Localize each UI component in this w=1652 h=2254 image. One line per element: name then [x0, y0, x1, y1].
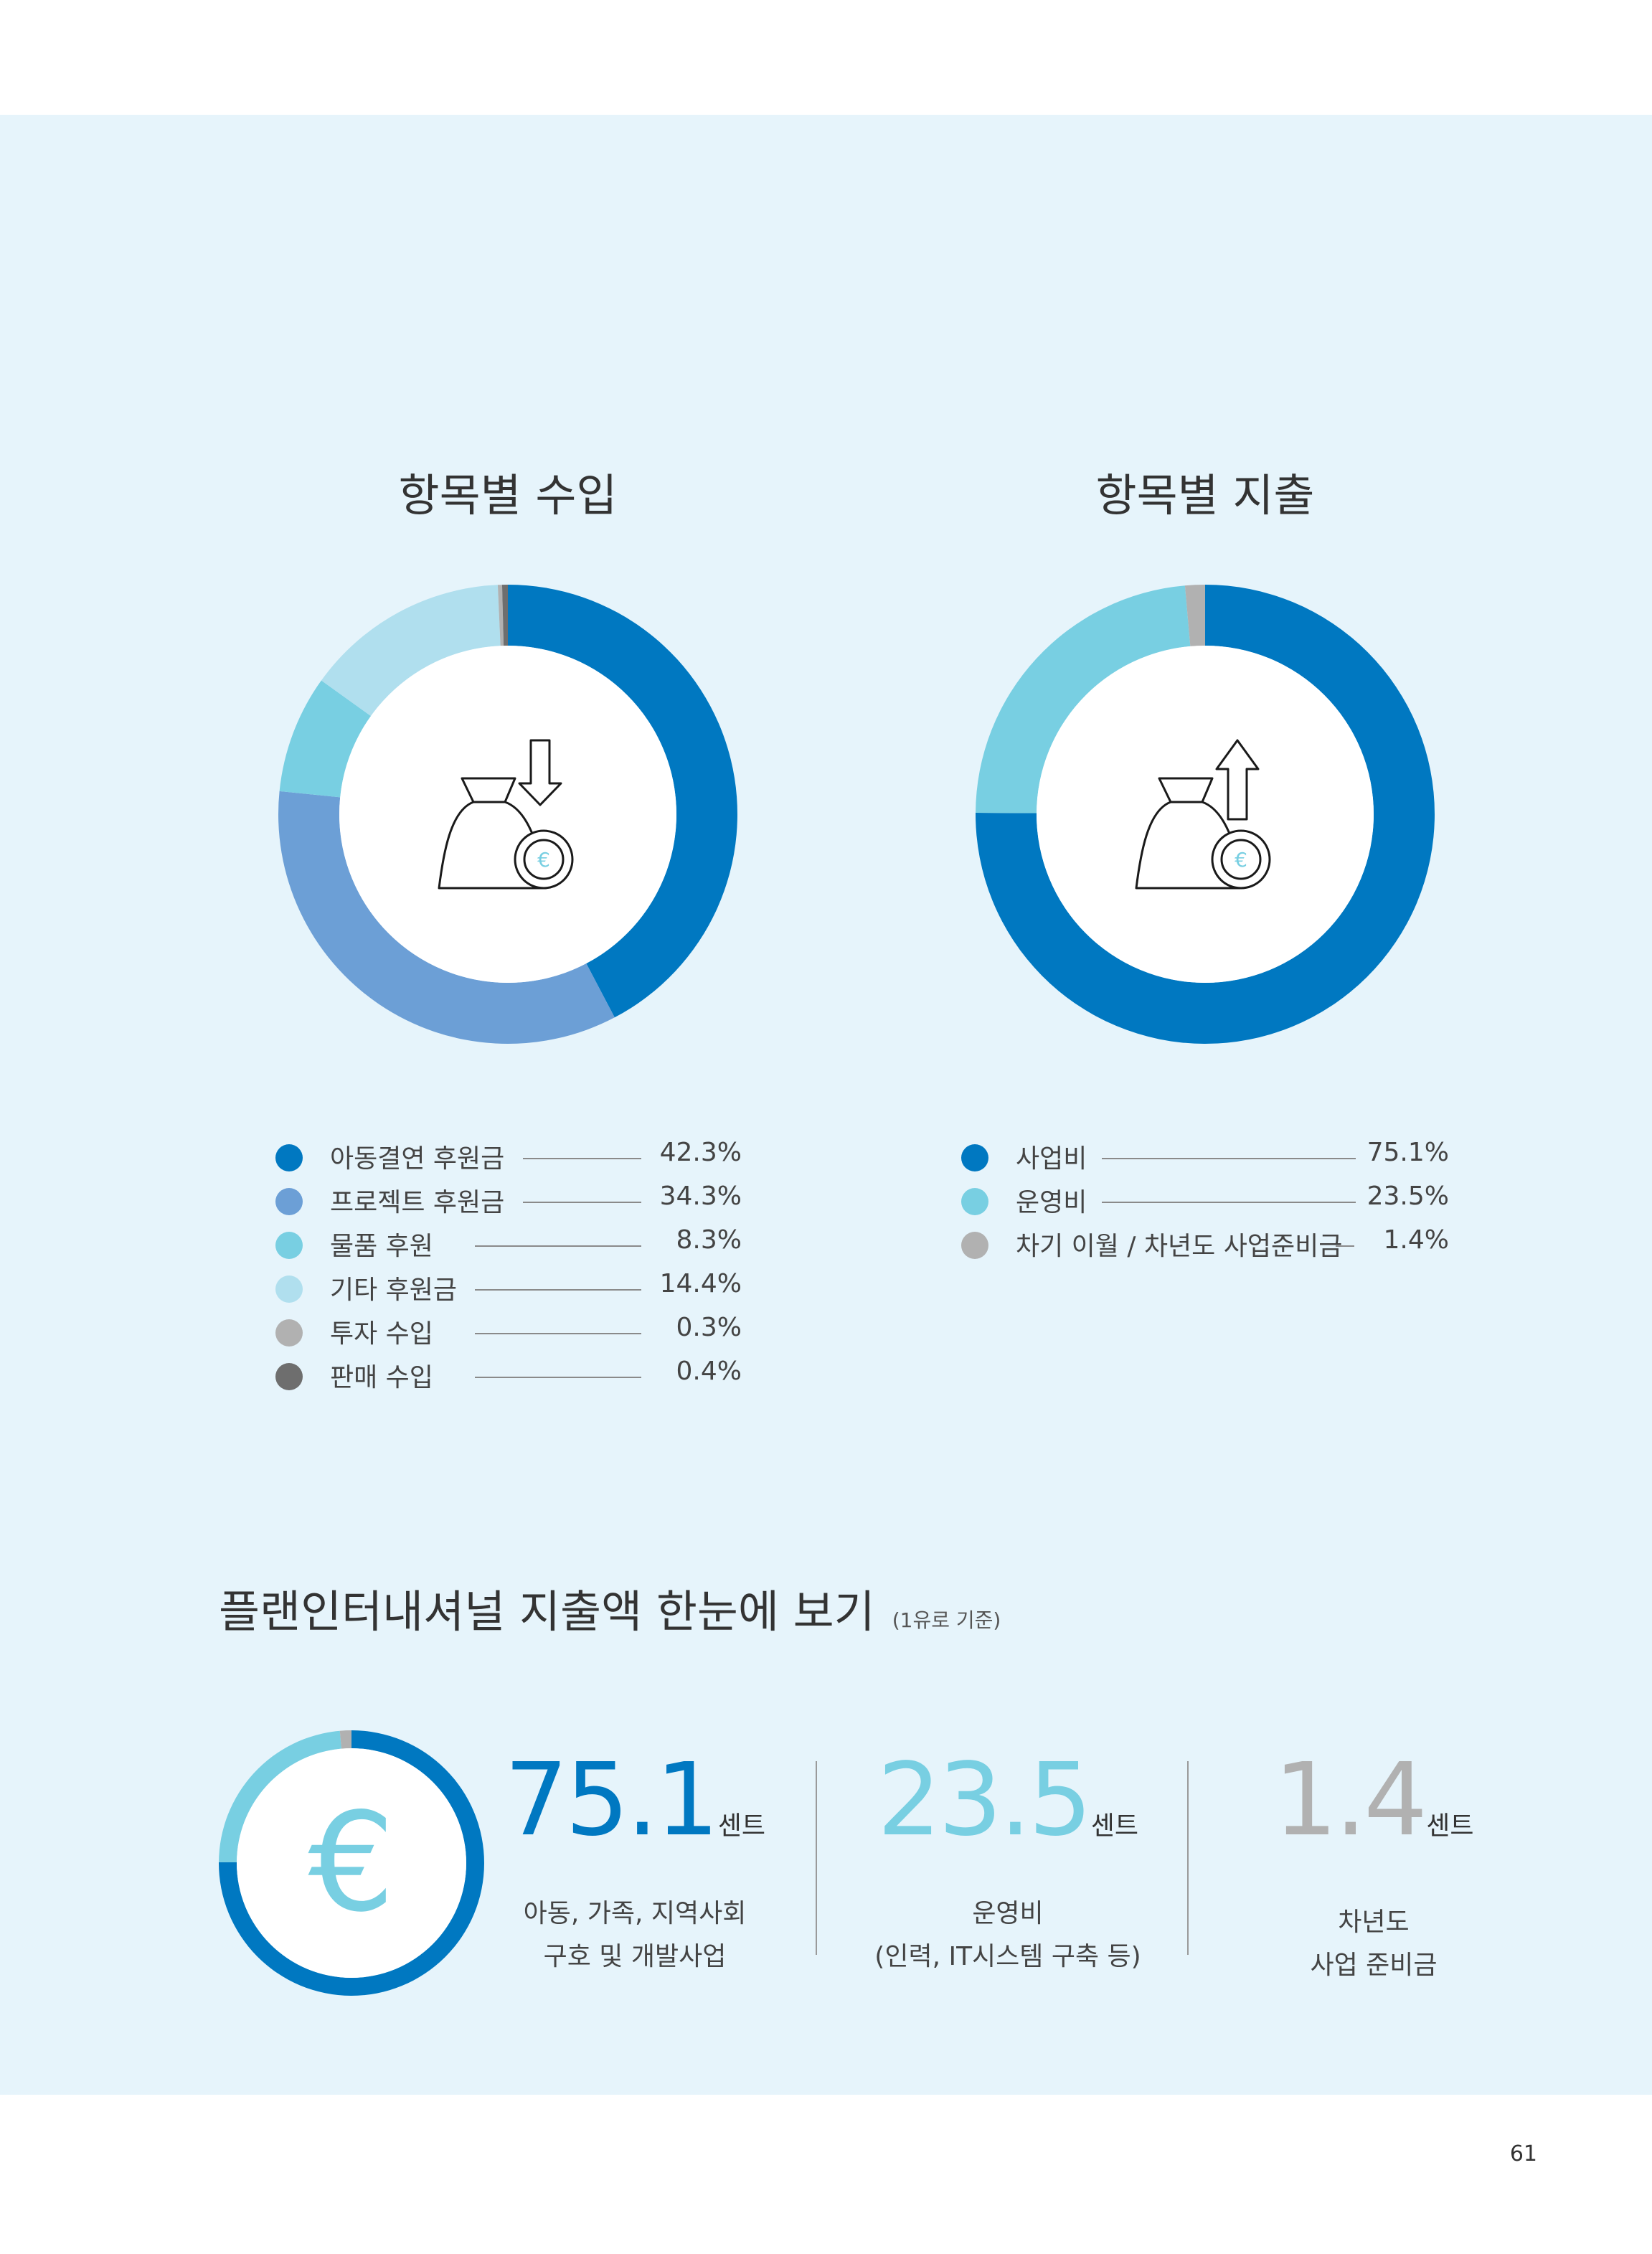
divider [816, 1761, 817, 1955]
summary-title-text: 플랜인터내셔널 지출액 한눈에 보기 [219, 1585, 875, 1638]
legend-value: 0.4% [676, 1357, 742, 1386]
stat-desc-line2: 구호 및 개발사업 [543, 1942, 727, 1971]
donut-slice [321, 585, 501, 717]
stat-desc-line1: 운영비 [972, 1899, 1044, 1928]
stat-desc-line2: (인력, IT시스템 구축 등) [874, 1942, 1141, 1971]
svg-text:€: € [1235, 848, 1247, 872]
legend-swatch [961, 1144, 988, 1171]
donut-slice [278, 791, 615, 1044]
stat-operating: 23.5센트 운영비 (인력, IT시스템 구축 등) [864, 1750, 1151, 1979]
stat-reserve: 1.4센트 차년도 사업 준비금 [1245, 1750, 1503, 1987]
legend-swatch [275, 1144, 303, 1171]
money-bag-arrow-up-icon: € [1135, 739, 1271, 890]
legend-label: 투자 수입 [330, 1319, 433, 1349]
summary-title: 플랜인터내셔널 지출액 한눈에 보기 (1유로 기준) [219, 1575, 1001, 1640]
legend-label: 사업비 [1016, 1144, 1087, 1174]
legend-swatch [275, 1363, 303, 1390]
legend-swatch [275, 1232, 303, 1259]
legend-swatch [275, 1188, 303, 1215]
legend-label: 차기 이월 / 차년도 사업준비금 [1016, 1232, 1343, 1261]
legend-item: 물품 후원 8.3% [275, 1221, 742, 1264]
legend-item: 투자 수입 0.3% [275, 1308, 742, 1352]
legend-item: 판매 수입 0.4% [275, 1352, 742, 1395]
donut-slice [279, 680, 372, 798]
legend-swatch [961, 1188, 988, 1215]
money-bag-arrow-down-icon: € [438, 739, 574, 890]
legend-label: 판매 수입 [330, 1363, 433, 1392]
legend-value: 14.4% [659, 1269, 742, 1298]
legend-swatch [275, 1275, 303, 1303]
stat-unit: 센트 [1090, 1811, 1138, 1841]
donut-slice [976, 585, 1191, 814]
stat-value: 1.4 [1273, 1742, 1428, 1859]
legend-value: 75.1% [1367, 1138, 1449, 1167]
summary-note: (1유로 기준) [892, 1608, 1001, 1632]
legend-value: 8.3% [676, 1225, 742, 1255]
legend-value: 23.5% [1367, 1182, 1449, 1211]
income-chart-title: 항목별 수입 [398, 469, 618, 522]
donut-hole [237, 1748, 466, 1978]
legend-value: 34.3% [659, 1182, 742, 1211]
legend-item: 차기 이월 / 차년도 사업준비금 1.4% [961, 1221, 1449, 1264]
donut-slice [501, 585, 508, 646]
stat-unit: 센트 [717, 1811, 765, 1841]
stat-unit: 센트 [1426, 1811, 1474, 1841]
euro-icon: € [308, 1783, 395, 1942]
legend-label: 물품 후원 [330, 1232, 433, 1261]
legend-swatch [961, 1232, 988, 1259]
expense-chart-title: 항목별 지출 [1095, 469, 1315, 522]
stat-desc-line1: 아동, 가족, 지역사회 [523, 1899, 747, 1928]
legend-label: 기타 후원금 [330, 1275, 458, 1305]
divider [1187, 1761, 1189, 1955]
legend-item: 기타 후원금 14.4% [275, 1265, 742, 1308]
legend-label: 아동결연 후원금 [330, 1144, 505, 1174]
legend-label: 운영비 [1016, 1188, 1087, 1217]
donut-slice [1184, 585, 1205, 646]
stat-value: 23.5 [877, 1742, 1092, 1859]
stat-program: 75.1센트 아동, 가족, 지역사회 구호 및 개발사업 [502, 1750, 768, 1979]
legend-value: 42.3% [659, 1138, 742, 1167]
donut-slice [219, 1730, 341, 1862]
stat-desc-line1: 차년도 [1338, 1908, 1410, 1937]
donut-slice [508, 585, 738, 1018]
donut-slice [339, 1730, 351, 1749]
page-number: 61 [1509, 2141, 1537, 2166]
summary-donut-chart [218, 1730, 484, 1996]
legend-swatch [275, 1319, 303, 1347]
legend-label: 프로젝트 후원금 [330, 1188, 505, 1217]
legend-value: 1.4% [1383, 1225, 1449, 1255]
legend-value: 0.3% [676, 1313, 742, 1342]
svg-text:€: € [537, 848, 550, 872]
stat-value: 75.1 [504, 1742, 719, 1859]
donut-slice [497, 585, 504, 646]
legend-item: 운영비 23.5% [961, 1177, 1449, 1220]
legend-item: 아동결연 후원금 42.3% [275, 1133, 742, 1176]
legend-item: 사업비 75.1% [961, 1133, 1449, 1176]
stat-desc-line2: 사업 준비금 [1310, 1951, 1438, 1980]
legend-item: 프로젝트 후원금 34.3% [275, 1177, 742, 1220]
